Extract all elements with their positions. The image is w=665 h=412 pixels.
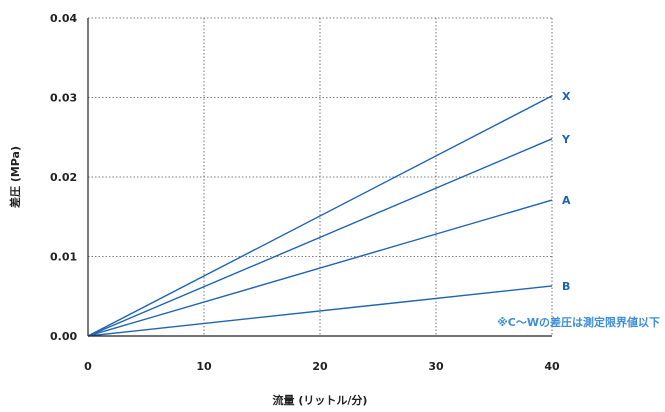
y-axis-title: 差圧 (MPa): [8, 146, 22, 208]
series-labels: X Y A B: [561, 90, 571, 293]
y-tick-label: 0.00: [50, 330, 77, 343]
x-tick-labels: 0 10 20 30 40: [84, 360, 560, 373]
y-tick-label: 0.03: [50, 92, 77, 105]
y-tick-label: 0.02: [50, 171, 77, 184]
y-tick-label: 0.04: [50, 12, 77, 25]
x-tick-label: 20: [312, 360, 328, 373]
measurement-limit-note: ※C〜Wの差圧は測定限界値以下: [497, 315, 660, 329]
x-tick-label: 40: [544, 360, 560, 373]
y-tick-label: 0.01: [50, 251, 77, 264]
x-tick-label: 30: [428, 360, 444, 373]
grid: [88, 17, 553, 336]
series-label-b: B: [562, 280, 570, 293]
y-tick-labels: 0.00 0.01 0.02 0.03 0.04: [50, 12, 77, 343]
series-label-a: A: [562, 194, 571, 207]
x-tick-label: 10: [196, 360, 212, 373]
series-line-y: [87, 138, 553, 337]
series-line-x: [87, 95, 553, 337]
series-label-x: X: [562, 90, 571, 103]
x-tick-label: 0: [84, 360, 92, 373]
series-line-a: [87, 199, 553, 337]
series-label-y: Y: [561, 133, 571, 146]
axes: [87, 18, 552, 337]
series-lines: [87, 95, 553, 337]
series-line-b: [87, 285, 553, 337]
x-axis-title: 流量 (リットル/分): [273, 393, 368, 407]
